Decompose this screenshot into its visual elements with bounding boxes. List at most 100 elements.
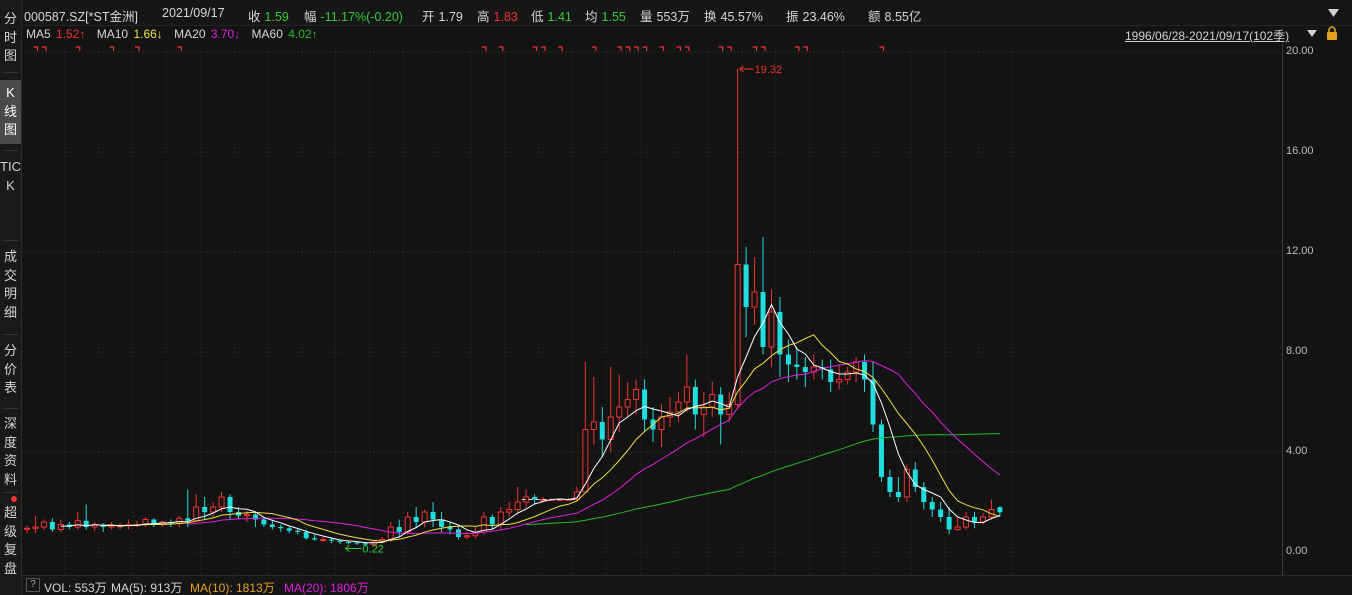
amount-label: 额 (868, 10, 881, 24)
candle-down (337, 540, 343, 542)
candle-up (582, 429, 589, 493)
ma5-value: 1.52↑ (56, 27, 86, 41)
peak-marker (41, 46, 47, 51)
volume-value: 553万 (656, 10, 690, 24)
candle-up (844, 371, 851, 380)
candle-up (32, 526, 39, 529)
peak-marker (33, 46, 39, 51)
peak-marker (761, 46, 766, 51)
candle-down (912, 469, 918, 487)
avg-label: 均 (585, 10, 598, 24)
tab-timeshare[interactable]: 分时图 (3, 11, 17, 63)
kline-chart[interactable]: 19.32 0.22 (22, 44, 1282, 575)
sidebar: 分时图 K线图 TICK 成交明细 分价表 深度资料 超级复盘 (0, 0, 22, 595)
candle-down (362, 543, 368, 545)
help-icon[interactable]: ? (26, 578, 40, 592)
peak-marker (676, 46, 682, 51)
candle-down (887, 477, 893, 492)
candle-down (828, 369, 834, 382)
candle-up (726, 404, 733, 415)
close-field: 收 1.59 (248, 6, 289, 25)
open-label: 开 (422, 10, 435, 24)
peak-marker (803, 46, 808, 51)
candle-up (463, 535, 470, 538)
price-tick-label: 0.00 (1286, 545, 1308, 557)
tab-depth-data[interactable]: 深度资料 (3, 416, 17, 487)
candle-up (675, 401, 682, 413)
range-dropdown-icon[interactable] (1306, 27, 1318, 39)
candle-up (243, 514, 250, 517)
candle-down (870, 379, 876, 425)
candle-up (176, 517, 183, 524)
price-tick-label: 8.00 (1286, 345, 1308, 357)
date-range-label[interactable]: 1996/06/28-2021/09/17(102季) (1125, 29, 1290, 43)
candle-down (921, 487, 927, 502)
peak-marker (532, 46, 538, 51)
candle-up (40, 521, 47, 528)
volume-label: 量 (640, 10, 653, 24)
candle-down (295, 530, 301, 532)
candle-down (227, 497, 233, 512)
candle-down (972, 517, 978, 522)
candle-down (447, 527, 453, 530)
candle-up (421, 511, 428, 523)
candle-down (895, 492, 901, 497)
candle-up (404, 516, 411, 533)
candle-up (683, 386, 690, 403)
peak-marker (879, 46, 885, 51)
candle-down (439, 519, 445, 527)
open-field: 开 1.79 (422, 6, 463, 25)
open-value: 1.79 (438, 10, 463, 24)
lock-icon[interactable] (1325, 26, 1339, 41)
candle-down (785, 354, 791, 365)
turnover-field: 换 45.57% (704, 6, 763, 25)
high-field: 高 1.83 (477, 6, 518, 25)
peak-marker (591, 46, 597, 51)
price-tick-label: 12.00 (1286, 245, 1314, 257)
turnover-value: 45.57% (720, 10, 763, 24)
ma60-value: 4.02↑ (288, 27, 318, 41)
peak-marker (642, 46, 648, 51)
high-label: 高 (477, 10, 490, 24)
tab-super-review[interactable]: 超级复盘 (3, 505, 17, 576)
candle-up (506, 509, 513, 513)
candle-down (760, 292, 766, 347)
candle-down (312, 538, 318, 540)
peak-marker (634, 46, 639, 51)
ma-legend: MA5 1.52↑ MA10 1.66↓ MA20 3.70↓ MA60 4.0… (26, 27, 320, 41)
collapse-arrow-icon[interactable] (1327, 6, 1340, 19)
candle-down (777, 312, 783, 355)
candle-up (210, 506, 217, 513)
price-tick-label: 4.00 (1286, 445, 1308, 457)
amplitude-field: 振 23.46% (786, 6, 845, 25)
candle-up (853, 361, 860, 373)
low-label: 低 (531, 10, 544, 24)
peak-marker (625, 46, 631, 51)
tab-trade-details[interactable]: 成交明细 (3, 249, 17, 320)
candle-down (329, 539, 335, 541)
candle-down (252, 514, 258, 520)
candle-up (963, 516, 970, 528)
tab-kline[interactable]: K线图 (0, 80, 21, 144)
tab-tick[interactable]: TICK (0, 159, 21, 193)
candle-up (836, 379, 843, 383)
peak-marker (794, 46, 800, 51)
peak-marker (541, 46, 546, 51)
quote-date: 2021/09/17 (162, 6, 225, 20)
candle-down (269, 524, 275, 527)
ma10-label: MA10 (96, 27, 129, 41)
candle-up (988, 509, 995, 518)
candle-up (218, 496, 225, 508)
tab-price-table[interactable]: 分价表 (3, 343, 17, 395)
amplitude-value: 23.46% (802, 10, 845, 24)
candle-up (768, 311, 775, 348)
high-value: 1.83 (493, 10, 518, 24)
amount-field: 额 8.55亿 (868, 6, 921, 25)
candle-down (532, 497, 538, 500)
candle-up (590, 421, 597, 430)
candle-down (862, 362, 868, 380)
stock-code: 000587.SZ[*ST金洲] (24, 10, 138, 24)
candle-up (573, 491, 580, 500)
candle-down (997, 507, 1003, 513)
candle-up (320, 539, 327, 541)
